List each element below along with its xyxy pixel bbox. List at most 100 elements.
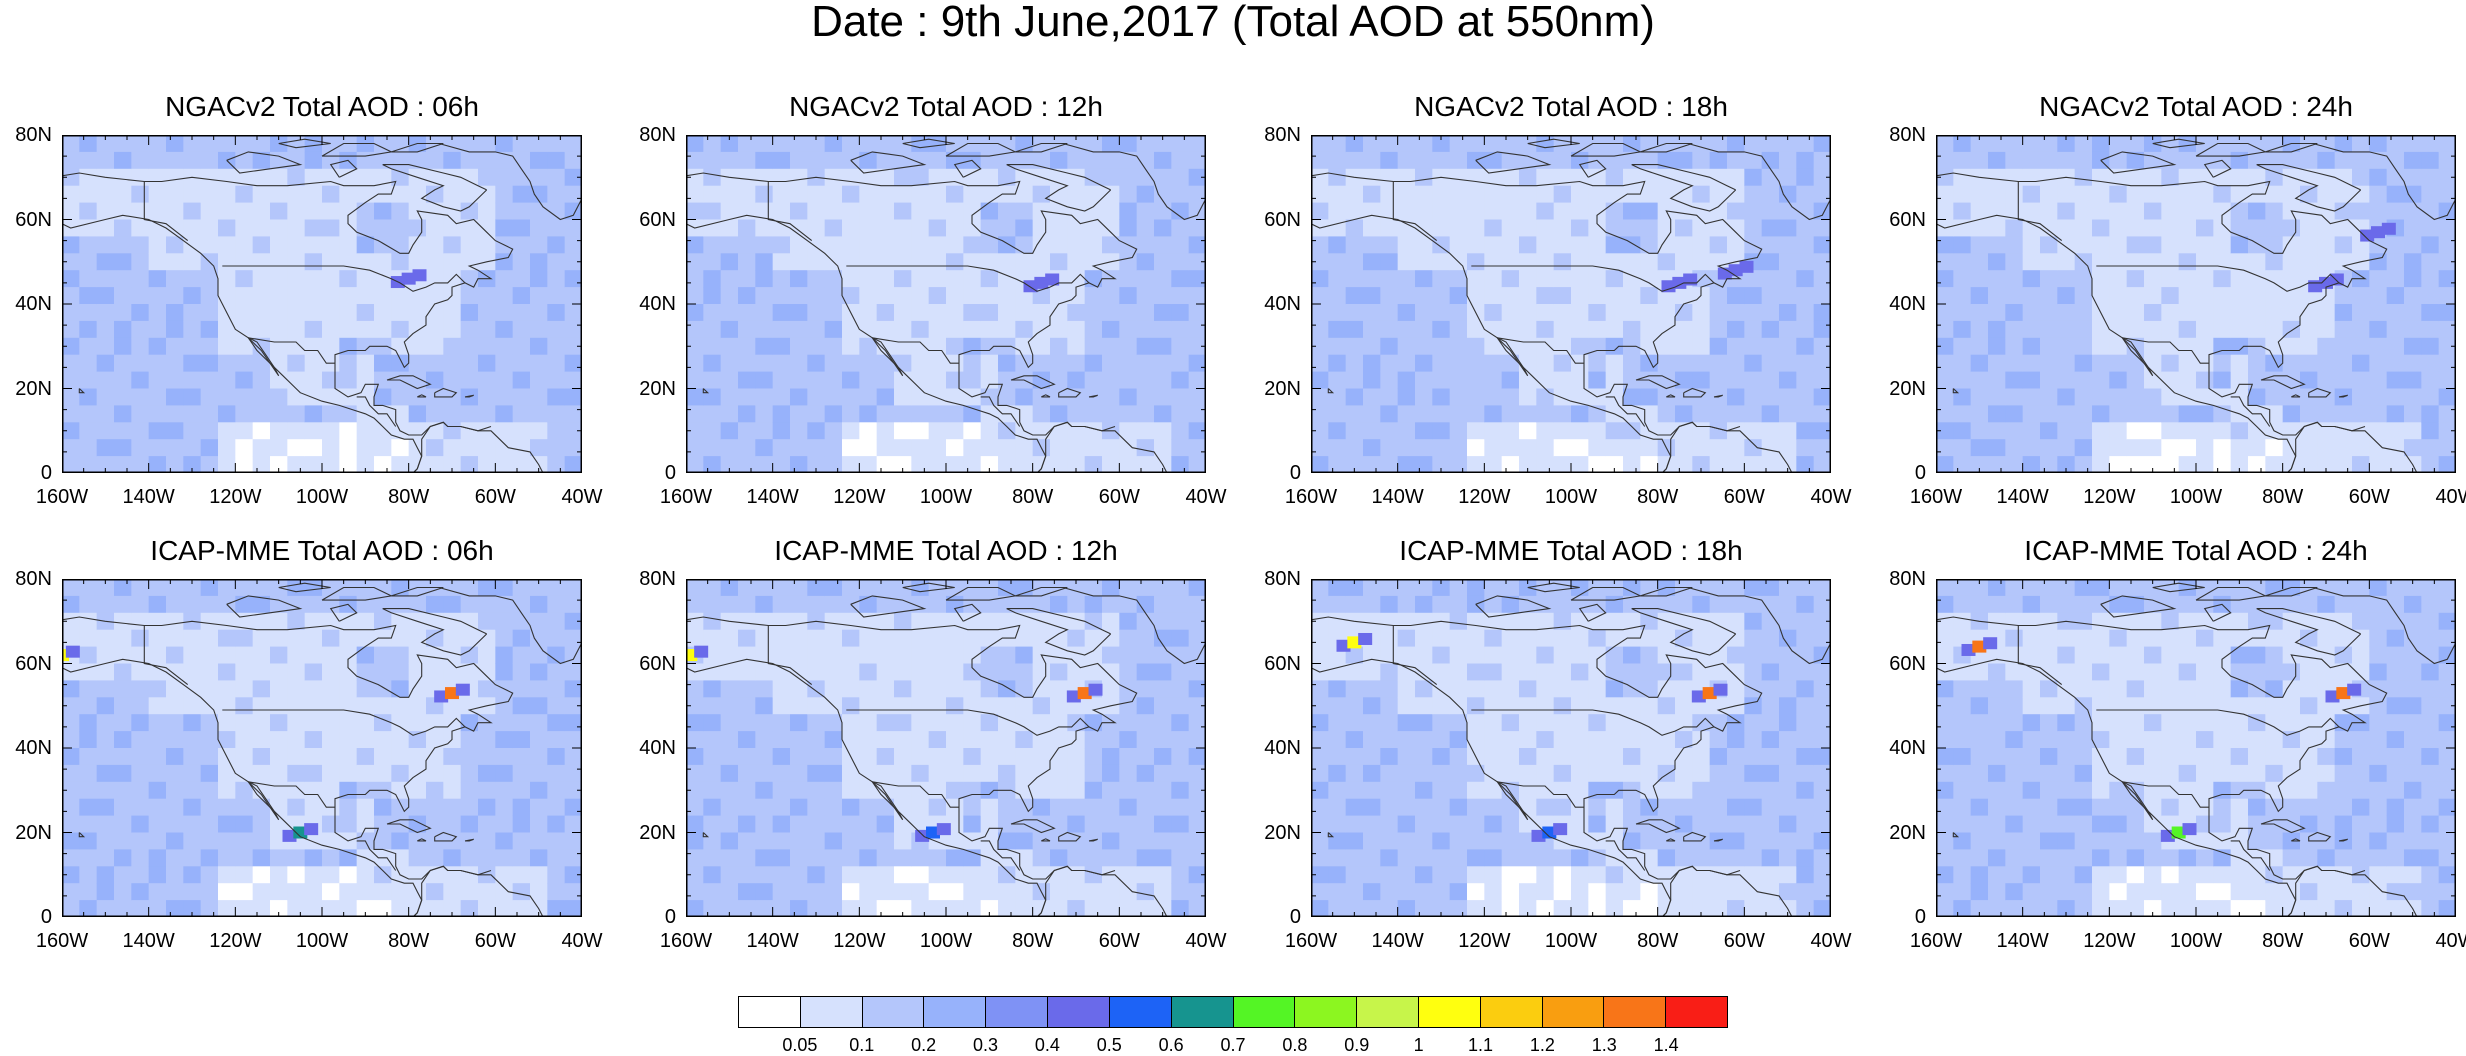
aod-cell: [235, 287, 254, 305]
aod-cell: [1588, 680, 1607, 698]
aod-cell: [547, 612, 566, 631]
aod-cell: [1571, 236, 1589, 254]
aod-cell: [928, 439, 947, 457]
coastlines: [1311, 582, 1831, 917]
coastline-path: [391, 142, 444, 153]
aod-cell: [304, 714, 323, 732]
aod-cell: [911, 236, 930, 254]
coastline-path: [412, 421, 544, 473]
aod-cell: [911, 371, 930, 389]
aod-cell: [1744, 354, 1763, 373]
aod-cell: [1171, 236, 1190, 254]
aod-cell: [530, 748, 548, 766]
aod-cell: [1328, 714, 1347, 732]
aod-cell: [356, 168, 375, 187]
aod-cell: [859, 798, 878, 817]
aod-cell: [374, 456, 392, 473]
aod-cell: [218, 579, 236, 597]
aod-cell: [304, 320, 323, 339]
aod-cell: [426, 714, 444, 732]
aod-cell: [2074, 354, 2093, 373]
aod-cell: [703, 354, 722, 373]
aod-cell: [1328, 815, 1347, 833]
aod-cell: [1779, 439, 1797, 457]
aod-cell: [96, 202, 115, 220]
aod-cell: [460, 731, 479, 749]
aod-cell: [1188, 287, 1206, 305]
aod-cell: [218, 219, 236, 237]
aod-cell: [1744, 202, 1763, 220]
aod-cell: [807, 253, 826, 271]
aod-cell: [963, 764, 982, 783]
aod-cell: [2230, 422, 2249, 440]
aod-cell: [807, 764, 826, 783]
aod-cell: [1397, 832, 1416, 850]
aod-cell: [1154, 798, 1172, 817]
aod-cell: [738, 900, 756, 917]
aod-cell: [807, 731, 826, 749]
aod-cell: [1328, 798, 1347, 817]
aod-cell: [738, 883, 756, 901]
coastline-path: [2096, 265, 2340, 292]
aod-cell: [824, 456, 843, 473]
aod-cell: [1605, 714, 1624, 732]
aod-cell: [807, 595, 826, 614]
aod-cell: [512, 748, 531, 766]
aod-cell: [408, 456, 427, 473]
aod-cell: [564, 629, 582, 648]
aod-cell: [2421, 151, 2440, 170]
aod-cell: [218, 337, 236, 356]
aod-cell: [2178, 371, 2197, 389]
aod-cell: [946, 371, 964, 389]
aod-cell: [1988, 320, 2006, 339]
aod-cell: [1050, 185, 1068, 204]
aod-cell: [1813, 629, 1831, 648]
aod-cell: [1675, 714, 1693, 732]
aod-cell: [1467, 832, 1485, 850]
aod-cell: [1084, 439, 1103, 457]
aod-cell: [148, 815, 167, 833]
aod-cell: [1432, 422, 1451, 440]
aod-cell: [772, 371, 791, 389]
aod-cell: [114, 135, 132, 153]
aod-cell: [2092, 219, 2110, 237]
aod-cell: [1988, 185, 2006, 204]
aod-cell: [1744, 663, 1763, 681]
aod-cell: [547, 900, 566, 917]
aod-cell: [2005, 405, 2024, 423]
aod-cell: [1363, 798, 1381, 817]
aod-cell: [270, 270, 288, 288]
aod-cell: [1953, 422, 1972, 440]
aod-cell: [2178, 270, 2197, 288]
aod-cell: [62, 714, 80, 732]
aod-cell: [1519, 287, 1537, 305]
aod-cell: [1692, 798, 1711, 817]
aod-cell: [2421, 388, 2440, 406]
aod-cell: [530, 236, 548, 254]
aod-cell: [252, 595, 271, 614]
aod-cell: [374, 832, 392, 850]
aod-cell: [426, 883, 444, 901]
aod-cell: [1188, 304, 1206, 322]
aod-cell: [790, 680, 808, 698]
aod-cell: [564, 405, 582, 423]
coastline-path: [222, 709, 466, 736]
aod-cell: [1501, 680, 1520, 698]
aod-cell: [1328, 680, 1347, 698]
aod-cell: [1188, 456, 1206, 473]
aod-cell: [2317, 202, 2336, 220]
aod-cell: [790, 253, 808, 271]
aod-cell: [1345, 764, 1364, 783]
aod-cell: [1345, 579, 1364, 597]
aod-cell: [1363, 287, 1381, 305]
aod-cell: [1692, 253, 1711, 271]
aod-cell: [720, 866, 739, 884]
aod-cell: [1536, 422, 1555, 440]
aod-cell: [1119, 253, 1138, 271]
aod-cell: [1501, 612, 1520, 631]
aod-cell: [530, 629, 548, 648]
aod-cell: [894, 781, 912, 800]
aod-cell: [1345, 697, 1364, 715]
aod-cell: [1136, 422, 1155, 440]
aod-cell: [876, 579, 895, 597]
